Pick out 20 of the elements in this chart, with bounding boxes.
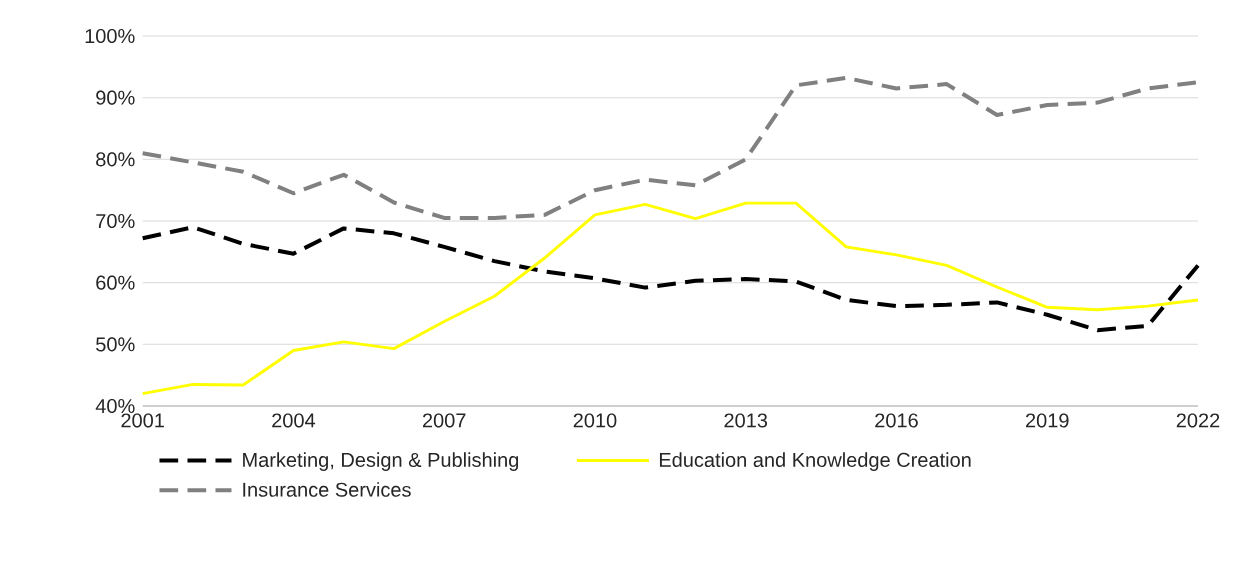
x-tick-label: 2004 <box>272 413 316 428</box>
x-tick-label: 2019 <box>1026 413 1069 428</box>
x-tick-label: 2007 <box>422 413 466 428</box>
x-tick-label: 2001 <box>121 413 164 428</box>
x-tick-label: 2016 <box>875 413 918 428</box>
x-tick-label: 2010 <box>573 413 617 428</box>
y-tick-label: 50% <box>96 337 135 352</box>
legend-label: Education and Knowledge Creation <box>659 452 971 471</box>
y-tick-label: 60% <box>96 275 135 290</box>
x-tick-label: 2022 <box>1176 413 1220 428</box>
y-tick-label: 40% <box>95 398 135 414</box>
legend-label: Marketing, Design & Publishing <box>243 452 519 471</box>
y-tick-label: 100% <box>85 28 135 44</box>
y-tick-label: 90% <box>96 90 135 105</box>
line-series <box>141 201 1200 396</box>
line-series <box>140 225 1201 333</box>
x-tick-label: 2013 <box>724 413 768 428</box>
y-tick-label: 70% <box>96 213 135 229</box>
y-tick-label: 80% <box>96 152 135 167</box>
legend-label: Insurance Services <box>243 482 411 497</box>
